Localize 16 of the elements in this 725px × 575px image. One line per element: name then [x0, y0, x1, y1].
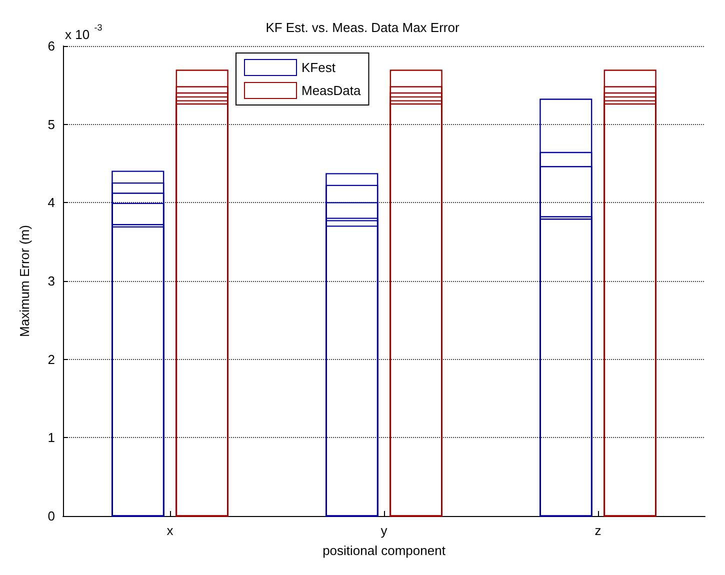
x-tick-label: y	[380, 523, 388, 538]
chart-title: KF Est. vs. Meas. Data Max Error	[266, 20, 460, 35]
y-tick-label: 4	[48, 195, 55, 210]
y-tick-label: 2	[48, 352, 55, 367]
x-tick-label: z	[594, 523, 602, 538]
x-axis-title: positional component	[322, 543, 446, 558]
y-tick-label: 3	[48, 274, 55, 288]
legend-label: KFest	[302, 60, 336, 75]
y-tick-label: 6	[48, 38, 55, 54]
y-tick-label: 1	[48, 430, 55, 446]
x-tick-label: x	[166, 523, 174, 538]
legend-label: MeasData	[302, 83, 362, 98]
y-tick-label: 5	[48, 116, 55, 132]
y-axis-title: Maximum Error (m)	[17, 225, 32, 337]
text: x 10-3	[65, 22, 102, 42]
y-tick-label: 0	[48, 508, 55, 524]
